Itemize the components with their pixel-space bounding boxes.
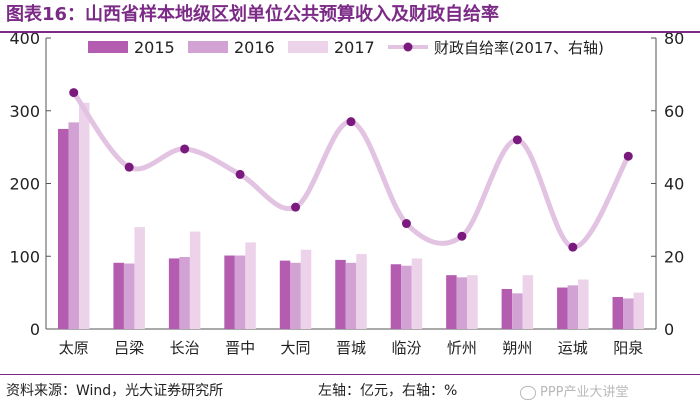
bar-2017-9 — [578, 279, 589, 329]
category-label: 大同 — [281, 339, 311, 357]
chart-area: 0 100 200 300 400 0 20 40 60 80 太原 吕梁 长治 晋中 大同 晋城 临汾 忻州 朔州… — [9, 33, 684, 357]
title-divider — [0, 31, 700, 33]
bar-2017-2 — [189, 231, 201, 329]
legend-swatch-2016 — [188, 41, 228, 53]
category-label: 临汾 — [391, 339, 421, 357]
category-label: 运城 — [558, 339, 588, 357]
line-marker-1 — [124, 162, 134, 172]
bar-2015-3 — [224, 255, 235, 329]
line-marker-2 — [180, 144, 190, 154]
legend-label: 2015 — [134, 38, 175, 57]
source-note: 资料来源：Wind，光大证券研究所 — [6, 383, 224, 399]
bar-2015-4 — [279, 260, 291, 329]
bar-2016-6 — [401, 265, 412, 329]
legend-line-marker — [403, 42, 413, 52]
left-tick-label: 100 — [9, 247, 40, 266]
bar-2015-1 — [113, 262, 124, 329]
bar-2017-8 — [522, 275, 534, 329]
category-label: 吕梁 — [114, 339, 144, 357]
bar-2015-0 — [57, 128, 69, 329]
axis-unit-note: 左轴：亿元，右轴：% — [318, 383, 458, 399]
bar-2017-4 — [300, 249, 312, 329]
bar-2016-8 — [512, 293, 523, 329]
category-label: 忻州 — [447, 339, 477, 357]
self-sufficiency-line — [71, 90, 631, 250]
bar-2016-3 — [234, 255, 246, 329]
line-marker-5 — [346, 117, 356, 127]
bar-2015-2 — [168, 258, 180, 329]
chart-title: 图表16：山西省样本地级区划单位公共预算收入及财政自给率 — [6, 4, 500, 25]
bar-2017-5 — [356, 254, 367, 329]
bar-2016-5 — [345, 262, 357, 329]
legend-label: 财政自给率(2017、右轴) — [434, 39, 604, 57]
right-tick-label: 0 — [664, 320, 674, 339]
bar-2016-0 — [68, 122, 79, 329]
legend-swatch-2015 — [88, 41, 128, 53]
bar-2017-7 — [467, 275, 478, 329]
bar-2016-4 — [290, 262, 301, 329]
bar-2016-1 — [123, 263, 135, 329]
bar-2016-7 — [456, 277, 468, 329]
left-tick-label: 400 — [9, 33, 40, 48]
bar-2017-3 — [245, 242, 256, 329]
bar-2015-9 — [557, 287, 568, 329]
line-marker-4 — [291, 202, 301, 212]
right-tick-label: 60 — [664, 102, 684, 121]
line-marker-9 — [568, 242, 578, 252]
line-marker-3 — [235, 169, 245, 179]
left-tick-label: 0 — [30, 320, 40, 339]
category-label: 长治 — [170, 339, 200, 357]
bar-2015-8 — [501, 288, 513, 329]
bar-2016-9 — [567, 285, 579, 329]
line-marker-6 — [401, 219, 411, 229]
line-marker-10 — [623, 151, 633, 161]
category-label: 太原 — [59, 339, 89, 357]
bar-2017-6 — [411, 258, 423, 329]
bar-2017-10 — [633, 292, 645, 329]
left-tick-label: 200 — [9, 175, 40, 194]
category-label: 朔州 — [502, 339, 532, 357]
right-tick-label: 80 — [664, 33, 684, 48]
right-tick-label: 40 — [664, 175, 684, 194]
legend-swatch-2017 — [288, 41, 328, 53]
category-label: 晋中 — [225, 339, 255, 357]
bar-2016-2 — [179, 256, 190, 329]
bar-2015-5 — [335, 259, 346, 329]
watermark-text: PPP产业大讲堂 — [540, 385, 629, 400]
line-marker-8 — [512, 135, 522, 145]
legend-label: 2017 — [334, 38, 375, 57]
watermark: PPP产业大讲堂 — [520, 381, 629, 400]
line-marker-7 — [457, 231, 467, 241]
line-marker-0 — [69, 88, 79, 98]
bar-2015-6 — [390, 264, 402, 329]
bar-2017-1 — [134, 227, 145, 329]
wechat-icon — [520, 385, 536, 400]
legend-label: 2016 — [234, 38, 275, 57]
footer-divider — [0, 374, 700, 375]
category-label: 阳泉 — [613, 339, 643, 357]
bar-2015-10 — [612, 296, 624, 329]
left-tick-label: 300 — [9, 102, 40, 121]
bar-2016-10 — [623, 298, 634, 329]
right-tick-label: 20 — [664, 247, 684, 266]
bar-2017-0 — [78, 102, 90, 329]
category-label: 晋城 — [336, 339, 366, 357]
bar-2015-7 — [446, 275, 457, 329]
